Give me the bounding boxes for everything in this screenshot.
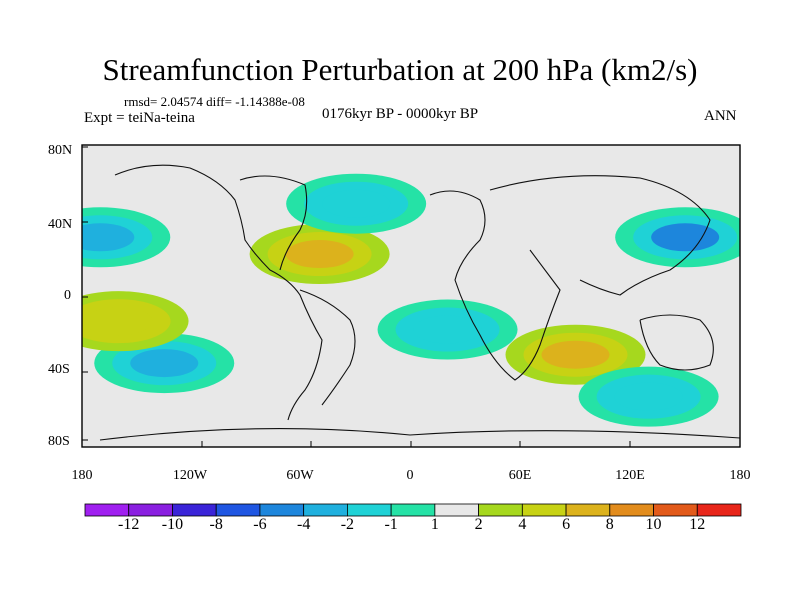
colorbar-box-8 bbox=[434, 503, 480, 517]
colorbar-label: -2 bbox=[340, 516, 355, 533]
lat-label-40n: 40N bbox=[48, 217, 73, 232]
lon-label-120w: 120W bbox=[172, 468, 208, 483]
period-label: 0176kyr BP - 0000kyr BP bbox=[322, 106, 479, 122]
colorbar-label: 8 bbox=[605, 516, 614, 533]
coastlines bbox=[99, 164, 740, 441]
colorbar-label: -12 bbox=[118, 516, 140, 533]
coast-australia bbox=[639, 314, 714, 371]
anomaly-north-atlantic-caribbean-ring-2 bbox=[285, 240, 354, 269]
anomaly-south-pacific-ring-2 bbox=[130, 349, 199, 378]
colorbar-label: 4 bbox=[518, 516, 527, 533]
colorbar-box-0 bbox=[84, 503, 130, 517]
lon-label-60e: 60E bbox=[508, 468, 532, 483]
coast-south-america-east bbox=[299, 289, 356, 406]
coast-americas-west bbox=[114, 164, 323, 421]
lon-label-120e: 120E bbox=[615, 468, 645, 483]
colorbar-box-6 bbox=[346, 503, 392, 517]
coast-asia bbox=[489, 175, 711, 296]
lon-label-180w: 180 bbox=[71, 468, 93, 483]
colorbar-box-11 bbox=[565, 503, 611, 517]
colorbar-label: 10 bbox=[645, 516, 662, 533]
colorbar-box-2 bbox=[172, 503, 217, 517]
colorbar-box-10 bbox=[521, 503, 567, 517]
colorbar-label: 12 bbox=[689, 516, 706, 533]
colorbar-label: 2 bbox=[474, 516, 483, 533]
colorbar-label: -8 bbox=[209, 516, 223, 533]
colorbar-label: -6 bbox=[253, 516, 267, 533]
colorbar-box-1 bbox=[128, 503, 173, 517]
colorbar-label: 1 bbox=[430, 516, 439, 533]
rmsd-stats: rmsd= 2.04574 diff= -1.14388e-08 bbox=[124, 94, 305, 109]
tick-marks bbox=[82, 146, 631, 447]
colorbar-box-12 bbox=[609, 503, 654, 517]
lat-label-80s: 80S bbox=[48, 434, 70, 449]
anomaly-southern-indian-ocean-ring-2 bbox=[541, 340, 610, 369]
anomaly-northeast-pacific-ring-2 bbox=[82, 223, 135, 252]
colorbar-box-4 bbox=[259, 503, 305, 517]
colorbar-box-5 bbox=[303, 503, 348, 517]
colorbar-label: -1 bbox=[384, 516, 398, 533]
coast-north-america-east bbox=[239, 175, 308, 271]
map-title: Streamfunction Perturbation at 200 hPa (… bbox=[102, 52, 698, 87]
anomaly-tropical-south-pacific-ring-2 bbox=[84, 307, 153, 336]
colorbar-label: 6 bbox=[562, 516, 571, 533]
colorbar-box-13 bbox=[653, 503, 698, 517]
coast-africa-europe bbox=[429, 190, 561, 381]
lat-label-0: 0 bbox=[64, 288, 71, 303]
anomaly-south-of-australia-ring-2 bbox=[614, 382, 683, 411]
colorbar-box-7 bbox=[390, 503, 436, 517]
colorbar-box-3 bbox=[215, 503, 261, 517]
anomaly-north-atlantic-high-latitudes-ring-2 bbox=[322, 189, 391, 218]
colorbar-box-14 bbox=[696, 503, 742, 517]
lon-label-180e: 180 bbox=[729, 468, 751, 483]
anomaly-south-atlantic-southern-africa-ring-2 bbox=[413, 315, 482, 344]
colorbar bbox=[84, 503, 742, 517]
lon-label-0: 0 bbox=[406, 468, 414, 483]
lat-label-80n: 80N bbox=[48, 143, 73, 158]
experiment-label: Expt = teiNa-teina bbox=[84, 110, 195, 126]
lon-label-60w: 60W bbox=[286, 468, 314, 483]
anomaly-north-pacific-east-of-japan--ring-2 bbox=[651, 223, 720, 252]
colorbar-label: -4 bbox=[296, 516, 311, 533]
lat-label-40s: 40S bbox=[48, 362, 70, 377]
colorbar-label: -10 bbox=[161, 516, 184, 533]
map-panel bbox=[81, 144, 741, 448]
season-label: ANN bbox=[704, 108, 737, 124]
coast-antarctica bbox=[99, 428, 740, 441]
colorbar-box-9 bbox=[478, 503, 523, 517]
